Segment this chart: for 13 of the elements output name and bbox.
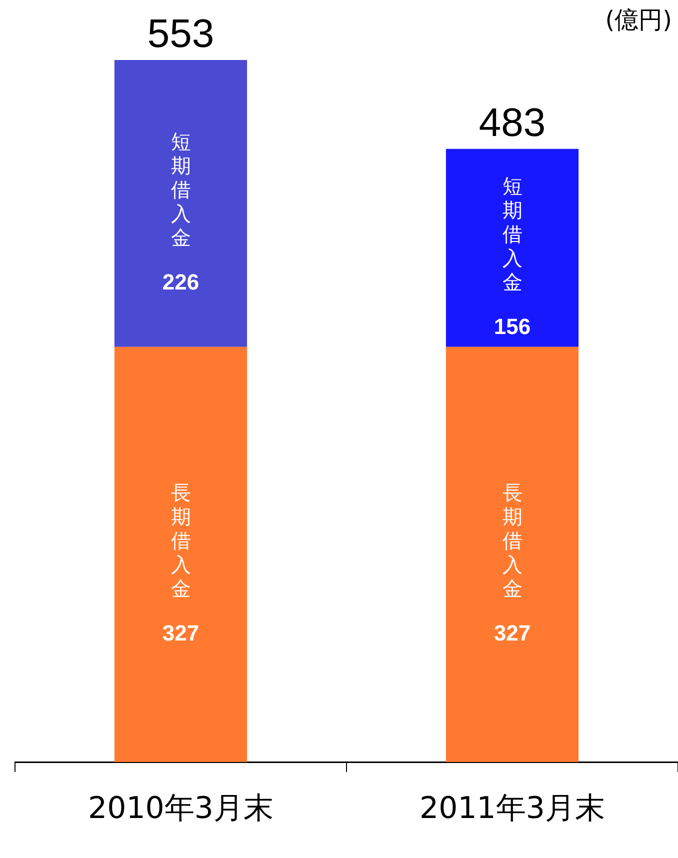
x-tick-label: 2010年3月末: [88, 790, 274, 826]
data-label: 156: [494, 314, 531, 339]
series-label: 短期借入金: [502, 174, 522, 294]
text: 長期借入金: [170, 480, 191, 601]
total-label: 483: [478, 100, 546, 145]
text: 短期借入金: [170, 130, 191, 250]
data-label: 327: [494, 620, 531, 646]
data-label: 226: [162, 270, 200, 295]
series-label: 長期借入金: [502, 480, 522, 601]
x-tick-label: 2011年3月末: [420, 790, 605, 826]
text: (億円): [605, 5, 672, 36]
total-label: 553: [147, 12, 214, 56]
data-label: 327: [162, 620, 200, 646]
